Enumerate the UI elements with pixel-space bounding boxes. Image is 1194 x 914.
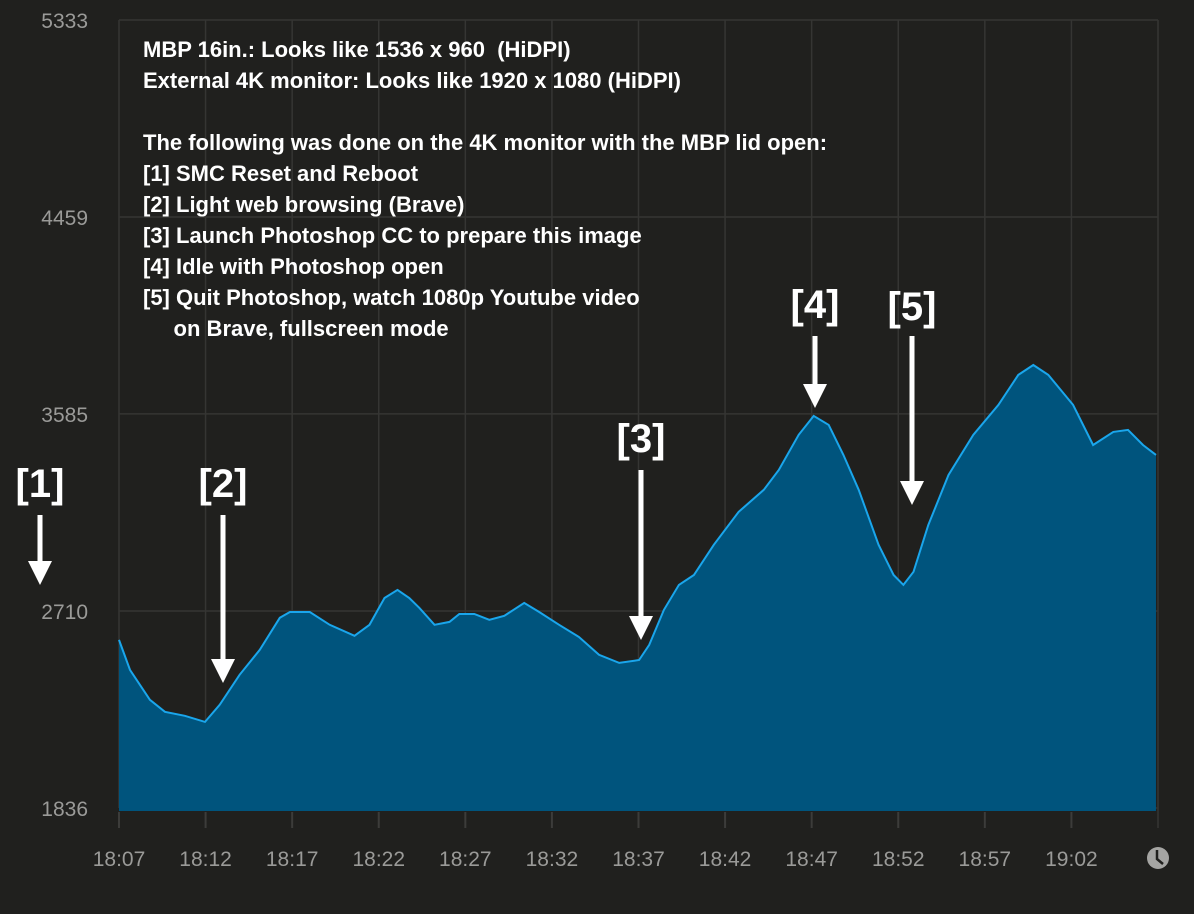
arrow-head <box>211 659 235 683</box>
series-line <box>118 363 1157 724</box>
x-tick-label: 18:27 <box>439 848 492 871</box>
annotation-line: The following was done on the 4K monitor… <box>143 130 828 155</box>
x-tick-label: 19:02 <box>1045 848 1098 871</box>
down-arrow-icon <box>211 515 235 683</box>
x-tick-label: 18:37 <box>612 848 665 871</box>
x-tick-label: 18:07 <box>93 848 146 871</box>
marker-label: [4] <box>791 283 840 327</box>
arrow-head <box>28 561 52 585</box>
y-tick-label: 2710 <box>41 601 88 624</box>
x-tick-label: 18:12 <box>179 848 232 871</box>
x-tick-label: 18:42 <box>699 848 752 871</box>
down-arrow-icon <box>28 515 52 585</box>
annotation-line: [3] Launch Photoshop CC to prepare this … <box>143 223 642 248</box>
annotation-line: MBP 16in.: Looks like 1536 x 960 (HiDPI) <box>143 37 571 62</box>
marker-label: [3] <box>617 417 666 461</box>
y-tick-label: 3585 <box>41 404 88 427</box>
arrow-head <box>803 384 827 408</box>
down-arrow-icon <box>629 470 653 640</box>
y-axis-ticks: 5333 4459 3585 2710 1836 <box>41 10 88 821</box>
down-arrow-icon <box>900 336 924 505</box>
annotation-markers: [1] [2] [3] [4] [5] <box>16 283 937 683</box>
y-tick-label: 4459 <box>41 207 88 230</box>
annotation-line: on Brave, fullscreen mode <box>143 316 449 341</box>
x-tick-label: 18:57 <box>959 848 1012 871</box>
arrow-head <box>900 481 924 505</box>
y-tick-label: 5333 <box>41 10 88 33</box>
annotation-line: [5] Quit Photoshop, watch 1080p Youtube … <box>143 285 640 310</box>
marker-label: [5] <box>888 285 937 329</box>
annotation-line: [1] SMC Reset and Reboot <box>143 161 419 186</box>
annotation-line: [4] Idle with Photoshop open <box>143 254 444 279</box>
annotation-line: External 4K monitor: Looks like 1920 x 1… <box>143 68 681 93</box>
x-tick-label: 18:52 <box>872 848 925 871</box>
x-axis-ticks: 18:07 18:12 18:17 18:22 18:27 18:32 18:37 18:42… <box>93 848 1098 871</box>
marker-label: [2] <box>199 462 248 506</box>
x-tick-label: 18:22 <box>352 848 405 871</box>
x-tick-label: 18:17 <box>266 848 319 871</box>
area-fill <box>119 365 1156 811</box>
clock-icon[interactable] <box>1147 847 1169 869</box>
down-arrow-icon <box>803 336 827 408</box>
arrow-head <box>629 616 653 640</box>
y-tick-label: 1836 <box>41 798 88 821</box>
x-tick-label: 18:47 <box>785 848 838 871</box>
x-tick-label: 18:32 <box>526 848 579 871</box>
marker-label: [1] <box>16 462 65 506</box>
annotation-line: [2] Light web browsing (Brave) <box>143 192 465 217</box>
series-area <box>118 363 1157 811</box>
